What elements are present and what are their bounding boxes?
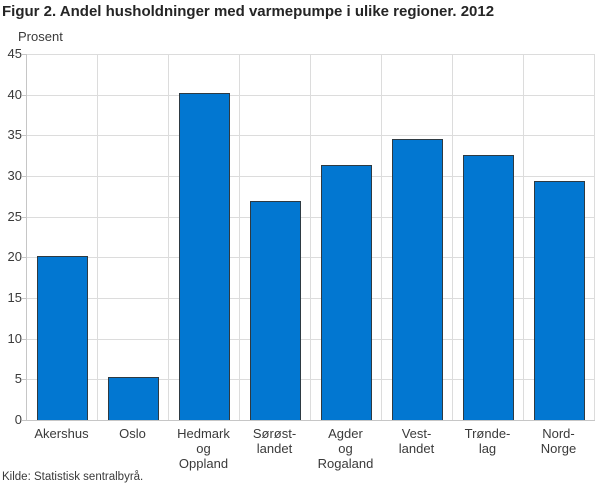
x-label-line: Hedmark bbox=[177, 426, 230, 441]
gridline-y-15 bbox=[27, 298, 595, 299]
y-tick-label-45: 45 bbox=[7, 46, 22, 61]
plot-area bbox=[26, 54, 595, 421]
gridline-x-2 bbox=[168, 54, 169, 420]
y-tick-label-35: 35 bbox=[7, 127, 22, 143]
bar-oslo bbox=[108, 376, 159, 420]
gridline-y-5 bbox=[27, 379, 595, 381]
bar-trøndelag bbox=[463, 154, 514, 420]
source-caption: Kilde: Statistisk sentralbyrå. bbox=[2, 471, 144, 483]
gridline-y-10 bbox=[27, 338, 595, 340]
y-tick-mark-5 bbox=[22, 379, 26, 381]
y-tick-label-25: 25 bbox=[7, 208, 22, 224]
x-label-hedmark-og-oppland: Hedmark og Oppland bbox=[168, 426, 239, 471]
x-label-line: Sørøst- bbox=[252, 426, 297, 441]
bar-hedmark-og-oppland bbox=[179, 93, 230, 420]
gridline-y-25 bbox=[27, 216, 595, 218]
y-tick-mark-40 bbox=[22, 94, 26, 96]
x-label-nord-norge: Nord- Norge bbox=[523, 426, 594, 456]
bar-agder-og-rogaland bbox=[321, 165, 372, 420]
y-tick-mark-15 bbox=[22, 298, 26, 299]
y-tick-label-30: 30 bbox=[7, 168, 22, 183]
y-tick-mark-30 bbox=[22, 176, 26, 177]
x-label-line: og bbox=[196, 441, 211, 456]
x-label-line: Akershus bbox=[34, 426, 89, 441]
x-label-akershus: Akershus bbox=[26, 426, 97, 441]
gridline-y-30 bbox=[27, 176, 595, 177]
gridline-y-45 bbox=[27, 54, 595, 55]
gridline-y-40 bbox=[27, 94, 595, 96]
y-tick-label-20: 20 bbox=[7, 249, 22, 265]
y-tick-label-5: 5 bbox=[14, 371, 22, 387]
x-label-line: og bbox=[338, 441, 353, 456]
x-label-line: Vest- bbox=[401, 426, 432, 441]
chart-title: Figur 2. Andel husholdninger med varmepu… bbox=[2, 3, 495, 20]
y-tick-label-10: 10 bbox=[7, 330, 22, 346]
bar-akershus bbox=[37, 255, 88, 420]
x-label-line: Oppland bbox=[178, 456, 229, 471]
y-axis-unit-label: Prosent bbox=[18, 29, 63, 44]
y-tick-mark-35 bbox=[22, 135, 26, 137]
bar-nord-norge bbox=[534, 180, 585, 420]
gridline-x-7 bbox=[523, 54, 524, 420]
x-label-line: landet bbox=[398, 441, 435, 456]
gridline-x-4 bbox=[310, 54, 311, 420]
x-label-agder-og-rogaland: Agder og Rogaland bbox=[310, 426, 381, 471]
gridline-x-1 bbox=[97, 54, 98, 420]
x-label-line: Norge bbox=[540, 441, 577, 456]
gridline-x-6 bbox=[452, 54, 453, 420]
y-tick-mark-0 bbox=[22, 420, 26, 421]
x-label-vestlandet: Vest-landet bbox=[381, 426, 452, 456]
x-label-sørøstlandet: Sørøst-landet bbox=[239, 426, 310, 456]
gridline-x-3 bbox=[239, 54, 240, 420]
x-label-line: Rogaland bbox=[317, 456, 374, 471]
y-tick-label-0: 0 bbox=[14, 412, 22, 427]
gridline-y-35 bbox=[27, 135, 595, 137]
gridline-y-20 bbox=[27, 257, 595, 259]
y-tick-mark-25 bbox=[22, 216, 26, 218]
x-label-line: Oslo bbox=[119, 426, 146, 441]
gridline-x-8 bbox=[594, 54, 595, 420]
bar-vestlandet bbox=[392, 138, 443, 420]
x-label-line: Trønde- bbox=[464, 426, 511, 441]
y-tick-mark-20 bbox=[22, 257, 26, 259]
y-tick-label-15: 15 bbox=[7, 290, 22, 305]
x-label-line: Nord- bbox=[542, 426, 575, 441]
x-label-trøndelag: Trønde-lag bbox=[452, 426, 523, 456]
x-label-line: lag bbox=[478, 441, 497, 456]
x-label-oslo: Oslo bbox=[97, 426, 168, 441]
x-label-line: Agder bbox=[328, 426, 363, 441]
gridline-x-5 bbox=[381, 54, 382, 420]
bar-sørøstlandet bbox=[250, 201, 301, 420]
y-tick-label-40: 40 bbox=[7, 86, 22, 102]
x-label-line: landet bbox=[256, 441, 293, 456]
y-tick-mark-10 bbox=[22, 338, 26, 340]
y-tick-mark-45 bbox=[22, 54, 26, 55]
